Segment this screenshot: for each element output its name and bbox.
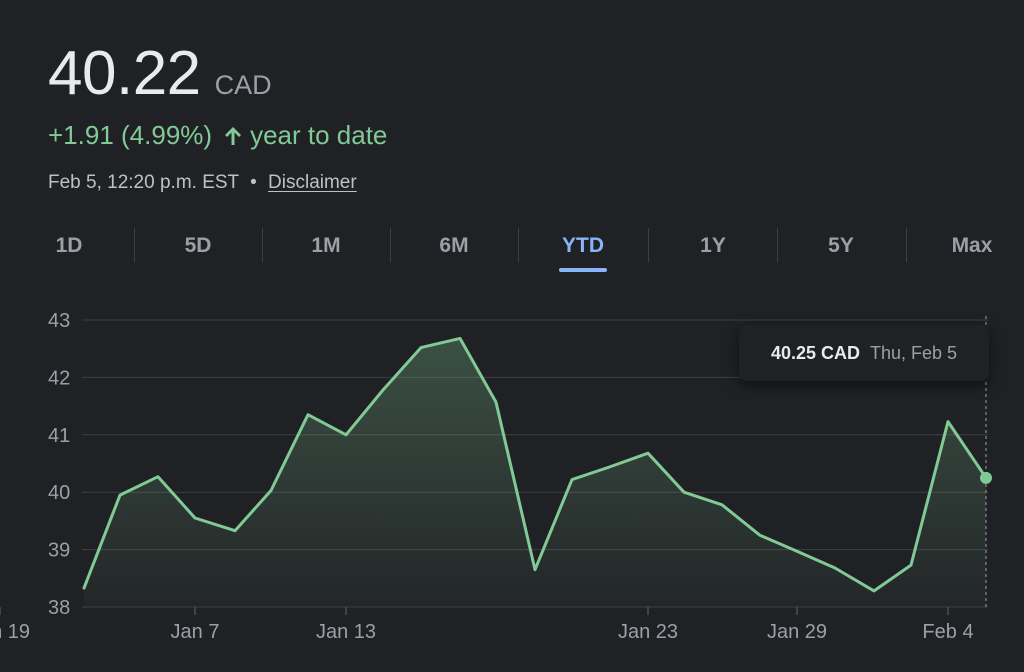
x-tick-label: Feb 4: [922, 621, 973, 643]
tab-divider: [648, 228, 649, 262]
tab-6m[interactable]: 6M: [419, 226, 489, 266]
price-tooltip: 40.25 CAD Thu, Feb 5: [739, 325, 989, 381]
x-tick-label: Jan 13: [316, 621, 376, 643]
tab-label: 5D: [184, 234, 212, 257]
active-tab-indicator: [559, 268, 607, 272]
range-tabs: 1D 5D 1M 6M YTD 1Y 5Y Max: [0, 226, 1024, 276]
tab-divider: [390, 228, 391, 262]
x-tick-label: Jan 7: [171, 621, 220, 643]
tab-label: 6M: [439, 234, 469, 257]
tab-1y[interactable]: 1Y: [678, 226, 748, 266]
price-header: 40.22 CAD: [48, 38, 272, 109]
change-value: +1.91 (4.99%): [48, 120, 213, 150]
tab-max[interactable]: Max: [932, 226, 1012, 266]
y-tick-label: 38: [48, 597, 70, 619]
tab-label: 5Y: [828, 234, 854, 257]
tab-divider: [518, 228, 519, 262]
x-tick-label: Jan 19: [0, 621, 30, 643]
disclaimer-link[interactable]: Disclaimer: [268, 172, 357, 193]
change-period: year to date: [250, 120, 388, 150]
price-change: +1.91 (4.99%) year to date: [48, 120, 387, 151]
tab-1m[interactable]: 1M: [291, 226, 361, 266]
tab-label: 1D: [55, 234, 83, 257]
tab-5y[interactable]: 5Y: [806, 226, 876, 266]
arrow-up-icon: [225, 126, 242, 145]
currency-label: CAD: [214, 70, 272, 100]
tab-1d[interactable]: 1D: [39, 226, 99, 266]
tab-divider: [262, 228, 263, 262]
timestamp: Feb 5, 12:20 p.m. EST: [48, 172, 239, 193]
tab-label: YTD: [562, 234, 604, 257]
tab-divider: [906, 228, 907, 262]
tab-label: 1M: [311, 234, 341, 257]
current-price: 40.22: [48, 39, 201, 108]
tab-5d[interactable]: 5D: [163, 226, 233, 266]
tab-label: Max: [951, 234, 993, 257]
tab-divider: [134, 228, 135, 262]
latest-point: [980, 471, 992, 484]
y-tick-label: 42: [48, 367, 70, 389]
y-tick-label: 41: [48, 425, 70, 447]
price-chart[interactable]: 38 39 40 41 42 43 Jan 7 Jan 13 Jan 19 Jan 23 Jan …: [0, 290, 1024, 672]
tooltip-date: Thu, Feb 5: [870, 342, 958, 363]
tab-label: 1Y: [700, 234, 726, 257]
y-tick-label: 40: [48, 482, 70, 504]
timestamp-row: Feb 5, 12:20 p.m. EST • Disclaimer: [48, 172, 357, 194]
price-area: [84, 338, 986, 607]
y-tick-label: 39: [48, 540, 70, 562]
tab-ytd[interactable]: YTD: [543, 226, 623, 272]
tab-divider: [777, 228, 778, 262]
tooltip-value: 40.25 CAD: [770, 342, 860, 363]
y-tick-label: 43: [48, 310, 70, 332]
x-tick-label: Jan 23: [618, 621, 678, 643]
separator-dot: •: [250, 172, 257, 193]
x-tick-label: Jan 29: [767, 621, 827, 643]
price-line: [82, 336, 988, 593]
